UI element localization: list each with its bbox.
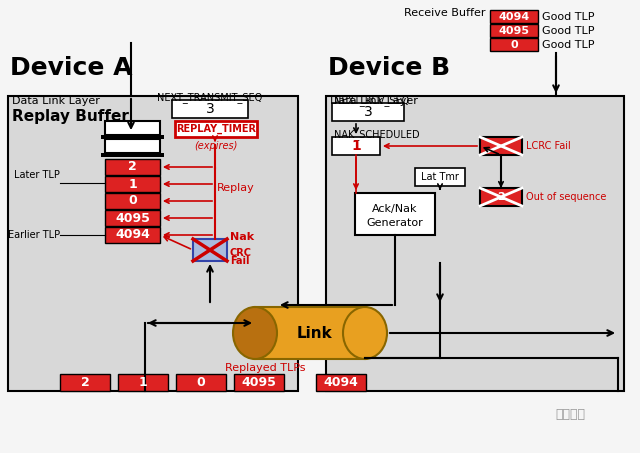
Text: 存储随笔: 存储随笔 xyxy=(555,409,585,421)
Text: 0: 0 xyxy=(196,376,205,390)
Bar xyxy=(234,374,284,391)
Bar xyxy=(105,227,160,243)
Text: Replay Buffer: Replay Buffer xyxy=(12,110,129,125)
Bar xyxy=(105,159,160,175)
Bar xyxy=(60,374,110,391)
Bar xyxy=(480,188,522,206)
Text: Replayed TLPs: Replayed TLPs xyxy=(225,363,305,373)
Text: Generator: Generator xyxy=(367,218,424,228)
Text: Nak: Nak xyxy=(230,232,254,242)
Bar xyxy=(105,193,160,209)
Bar xyxy=(101,135,164,139)
Bar xyxy=(326,96,624,391)
Text: Device B: Device B xyxy=(328,56,450,80)
Text: 3: 3 xyxy=(205,102,214,116)
Text: REPLAY_TIMER: REPLAY_TIMER xyxy=(176,124,256,134)
Bar xyxy=(255,307,365,359)
Bar xyxy=(490,38,538,51)
Text: 4095: 4095 xyxy=(499,25,529,35)
Bar xyxy=(105,121,160,135)
Text: CRC: CRC xyxy=(230,248,252,258)
Text: 0: 0 xyxy=(510,39,518,49)
Text: 4095: 4095 xyxy=(115,212,150,225)
Bar xyxy=(118,374,168,391)
Text: Out of sequence: Out of sequence xyxy=(526,192,606,202)
Bar xyxy=(101,153,164,157)
Bar xyxy=(175,121,257,137)
Text: LCRC Fail: LCRC Fail xyxy=(526,141,571,151)
Text: NEXT_TRANSMIT_SEQ: NEXT_TRANSMIT_SEQ xyxy=(157,92,262,103)
Text: 4094: 4094 xyxy=(499,11,530,21)
Text: 2: 2 xyxy=(497,192,505,202)
Text: Receive Buffer: Receive Buffer xyxy=(403,8,485,18)
Bar xyxy=(490,24,538,37)
Bar xyxy=(355,193,435,235)
Text: Ack/Nak: Ack/Nak xyxy=(372,204,418,214)
Bar xyxy=(415,168,465,186)
Text: 4094: 4094 xyxy=(324,376,358,390)
Text: Later TLP: Later TLP xyxy=(14,170,60,180)
Text: 1: 1 xyxy=(351,139,361,153)
Text: Good TLP: Good TLP xyxy=(542,39,595,49)
Text: NAK_SCHEDULED: NAK_SCHEDULED xyxy=(334,130,420,140)
Bar xyxy=(172,100,248,118)
Text: Fail: Fail xyxy=(230,256,250,266)
Ellipse shape xyxy=(233,307,277,359)
Bar xyxy=(193,239,227,261)
Text: (expires): (expires) xyxy=(195,141,237,151)
Text: Replay: Replay xyxy=(217,183,255,193)
Text: 2: 2 xyxy=(81,376,90,390)
Text: 4094: 4094 xyxy=(115,228,150,241)
Bar xyxy=(105,139,160,153)
Text: Device A: Device A xyxy=(10,56,132,80)
Text: Link: Link xyxy=(297,326,333,341)
Text: 4095: 4095 xyxy=(241,376,276,390)
Text: NEXT_RCV_SEQ: NEXT_RCV_SEQ xyxy=(334,96,409,106)
Bar xyxy=(176,374,226,391)
Bar xyxy=(8,96,298,391)
Text: Good TLP: Good TLP xyxy=(542,25,595,35)
Bar xyxy=(105,210,160,226)
Text: 0: 0 xyxy=(128,194,137,207)
Text: Earlier TLP: Earlier TLP xyxy=(8,230,60,240)
Text: Data Link Layer: Data Link Layer xyxy=(12,96,100,106)
Text: 1: 1 xyxy=(139,376,147,390)
Text: 1: 1 xyxy=(128,178,137,191)
Bar xyxy=(332,137,380,155)
Bar xyxy=(105,176,160,192)
Text: Lat Tmr: Lat Tmr xyxy=(421,172,459,182)
Bar xyxy=(332,103,404,121)
Text: 3: 3 xyxy=(364,105,372,119)
Bar xyxy=(480,137,522,155)
Bar xyxy=(490,10,538,23)
Text: 2: 2 xyxy=(128,160,137,173)
Text: Data Link Layer: Data Link Layer xyxy=(330,96,418,106)
Ellipse shape xyxy=(343,307,387,359)
Bar xyxy=(316,374,366,391)
Text: Good TLP: Good TLP xyxy=(542,11,595,21)
